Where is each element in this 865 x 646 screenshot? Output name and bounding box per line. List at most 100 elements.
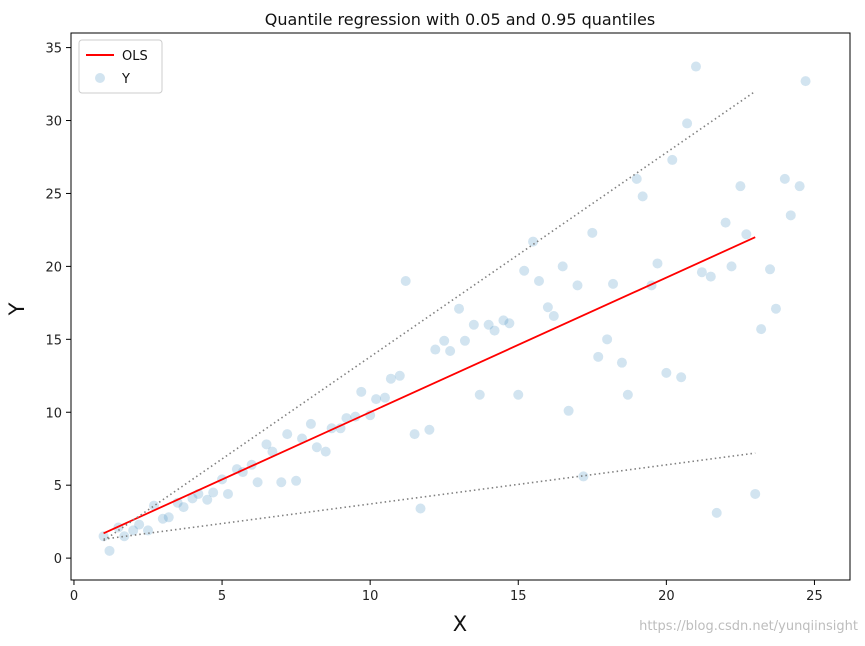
data-point <box>513 389 524 400</box>
legend-box <box>78 39 163 94</box>
data-point <box>276 477 287 488</box>
data-point <box>483 319 494 330</box>
y-tick-label: 10 <box>45 406 62 421</box>
data-point <box>424 424 435 435</box>
data-point <box>459 335 470 346</box>
data-point <box>261 439 272 450</box>
data-point <box>445 345 456 356</box>
data-point <box>474 389 485 400</box>
data-point <box>468 319 479 330</box>
data-point <box>667 154 678 165</box>
data-point <box>572 280 583 291</box>
data-point <box>128 525 139 536</box>
data-point <box>148 500 159 511</box>
data-point <box>356 386 367 397</box>
data-point <box>385 373 396 384</box>
data-point <box>409 429 420 440</box>
y-tick-label: 0 <box>54 552 62 567</box>
data-point <box>587 227 598 238</box>
x-tick-label: 0 <box>70 589 78 604</box>
y-tick-label: 15 <box>45 333 62 348</box>
data-point <box>187 493 198 504</box>
data-point <box>320 446 331 457</box>
data-point <box>593 351 604 362</box>
data-point <box>794 181 805 192</box>
data-point <box>430 344 441 355</box>
legend-y-label: Y <box>121 72 130 87</box>
data-point <box>104 545 115 556</box>
data-point <box>341 413 352 424</box>
data-point <box>119 531 130 542</box>
data-point <box>498 315 509 326</box>
x-axis: 0 5 10 15 20 25 <box>70 580 823 604</box>
data-point <box>528 236 539 247</box>
data-point <box>696 267 707 278</box>
data-point <box>602 334 613 345</box>
data-point <box>785 210 796 221</box>
data-point <box>637 191 648 202</box>
y-tick-label: 30 <box>45 115 62 130</box>
chart-title: Quantile regression with 0.05 and 0.95 q… <box>265 10 655 29</box>
y-tick-label: 5 <box>54 479 62 494</box>
x-tick-label: 25 <box>806 589 823 604</box>
data-point <box>400 275 411 286</box>
data-point <box>770 303 781 314</box>
data-point <box>652 258 663 269</box>
data-point <box>690 61 701 72</box>
data-point <box>489 325 500 336</box>
data-point <box>379 392 390 403</box>
data-point <box>726 261 737 272</box>
legend: OLS Y <box>78 39 163 94</box>
data-point <box>542 302 553 313</box>
plot-marks <box>98 61 811 556</box>
data-point <box>765 264 776 275</box>
data-point <box>291 475 302 486</box>
y-axis-label: Y <box>5 302 29 316</box>
data-point <box>222 488 233 499</box>
data-point <box>297 433 308 444</box>
data-point <box>705 271 716 282</box>
data-point <box>394 370 405 381</box>
data-point <box>622 389 633 400</box>
data-point <box>720 217 731 228</box>
data-point <box>557 261 568 272</box>
data-point <box>134 519 145 530</box>
data-point <box>779 173 790 184</box>
data-point <box>519 265 530 276</box>
y-tick-label: 35 <box>45 42 62 57</box>
x-tick-label: 20 <box>658 589 675 604</box>
data-point <box>415 503 426 514</box>
legend-ols-label: OLS <box>122 49 148 64</box>
y-axis: 0 5 10 15 20 25 30 35 <box>45 42 71 567</box>
data-point <box>178 502 189 513</box>
data-point <box>454 303 465 314</box>
data-point <box>711 507 722 518</box>
x-tick-label: 10 <box>362 589 379 604</box>
data-point <box>439 335 450 346</box>
ols-line <box>103 236 756 535</box>
data-point <box>631 173 642 184</box>
data-point <box>267 446 278 457</box>
data-point <box>282 429 293 440</box>
watermark: https://blog.csdn.net/yunqiinsight <box>639 619 858 634</box>
lower-quantile-line <box>103 452 756 540</box>
upper-quantile-line <box>103 90 756 542</box>
data-point <box>735 181 746 192</box>
data-point <box>750 488 761 499</box>
data-point <box>143 525 154 536</box>
data-point <box>756 324 767 335</box>
x-tick-label: 15 <box>510 589 527 604</box>
data-point <box>98 531 109 542</box>
data-point <box>311 442 322 453</box>
data-point <box>800 76 811 87</box>
data-point <box>208 487 219 498</box>
data-point <box>163 512 174 523</box>
plot-frame <box>70 32 851 581</box>
data-point <box>661 367 672 378</box>
data-point <box>608 278 619 289</box>
data-point <box>578 471 589 482</box>
data-point <box>616 357 627 368</box>
y-tick-label: 20 <box>45 260 62 275</box>
data-point <box>252 477 263 488</box>
